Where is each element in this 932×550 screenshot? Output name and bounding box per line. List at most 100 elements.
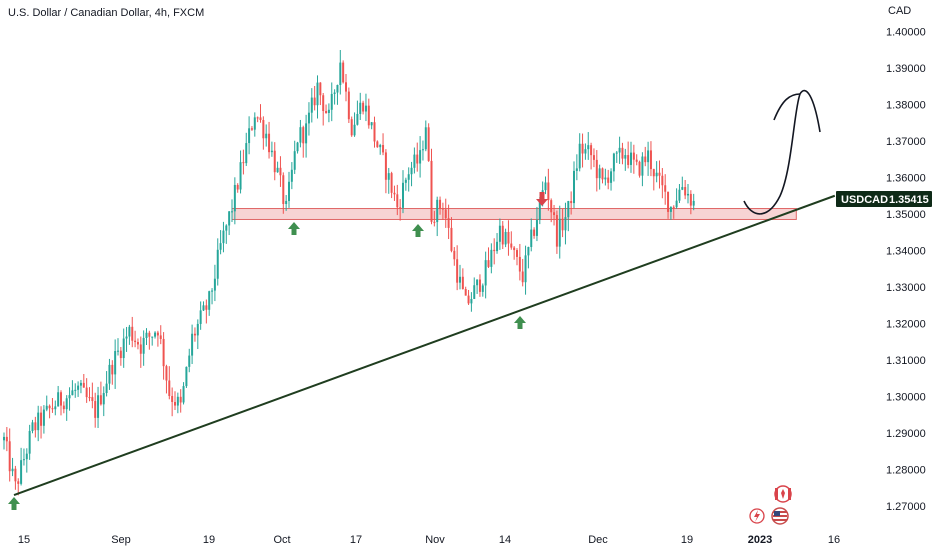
candle[interactable]	[88, 387, 91, 402]
x-axis[interactable]: 15 Sep 19 Oct 17 Nov 14 Dec 19 2023 16	[18, 534, 840, 546]
candle[interactable]	[635, 154, 638, 166]
candle[interactable]	[193, 327, 196, 342]
candle[interactable]	[501, 221, 504, 250]
candle[interactable]	[68, 387, 71, 411]
candle[interactable]	[174, 391, 176, 411]
candle[interactable]	[347, 87, 350, 124]
candle[interactable]	[11, 457, 14, 477]
candle[interactable]	[390, 171, 393, 199]
candle[interactable]	[330, 82, 333, 122]
candle[interactable]	[387, 167, 390, 194]
candle[interactable]	[156, 330, 159, 347]
candle[interactable]	[168, 366, 171, 400]
candle[interactable]	[282, 172, 285, 214]
up-arrow-marker[interactable]	[412, 224, 424, 237]
candle[interactable]	[590, 142, 593, 170]
candle[interactable]	[604, 168, 607, 186]
candle[interactable]	[265, 124, 268, 147]
candle[interactable]	[624, 148, 627, 171]
candle[interactable]	[154, 331, 157, 339]
candle[interactable]	[373, 116, 376, 148]
candle[interactable]	[316, 75, 319, 119]
candle[interactable]	[669, 206, 672, 220]
candle[interactable]	[513, 246, 516, 260]
candle[interactable]	[14, 465, 17, 490]
candle[interactable]	[273, 142, 276, 181]
candle[interactable]	[675, 188, 678, 209]
candle[interactable]	[82, 374, 85, 388]
candle[interactable]	[94, 392, 97, 428]
candle[interactable]	[436, 196, 439, 237]
up-arrow-marker[interactable]	[288, 222, 300, 235]
candle[interactable]	[37, 405, 40, 442]
candle[interactable]	[31, 419, 34, 434]
candle[interactable]	[288, 171, 290, 208]
candle[interactable]	[253, 112, 256, 137]
candle[interactable]	[481, 283, 484, 297]
candle[interactable]	[510, 231, 513, 250]
candle[interactable]	[40, 406, 43, 439]
lightning-icon[interactable]	[749, 508, 765, 524]
support-zone-rect[interactable]	[231, 208, 797, 220]
candle[interactable]	[404, 177, 407, 191]
candle[interactable]	[25, 448, 28, 473]
candle[interactable]	[402, 170, 404, 214]
candle[interactable]	[339, 50, 342, 95]
candle[interactable]	[45, 395, 48, 412]
candle[interactable]	[299, 119, 302, 148]
candle[interactable]	[28, 424, 31, 460]
candle[interactable]	[667, 191, 670, 219]
projected-path-left[interactable]	[773, 93, 801, 121]
y-axis[interactable]: 1.40000 1.39000 1.38000 1.37000 1.36000 1.350…	[886, 27, 926, 514]
candle[interactable]	[630, 141, 632, 173]
candle[interactable]	[527, 246, 530, 269]
candle[interactable]	[581, 133, 584, 168]
candle[interactable]	[553, 204, 556, 226]
candle[interactable]	[122, 328, 125, 368]
candle[interactable]	[578, 133, 581, 172]
candle[interactable]	[65, 395, 68, 421]
candle[interactable]	[490, 243, 493, 274]
candle[interactable]	[644, 146, 647, 167]
projection-path[interactable]	[743, 89, 821, 215]
candle[interactable]	[171, 387, 174, 417]
candle[interactable]	[185, 366, 188, 388]
candle[interactable]	[270, 141, 273, 157]
candle[interactable]	[162, 332, 165, 380]
candle[interactable]	[555, 210, 558, 254]
candle[interactable]	[293, 140, 296, 174]
candle[interactable]	[42, 405, 45, 434]
candle[interactable]	[419, 136, 422, 178]
candle[interactable]	[664, 174, 667, 205]
candle[interactable]	[433, 210, 436, 227]
projected-path[interactable]	[743, 89, 821, 215]
candle[interactable]	[610, 168, 613, 191]
candle[interactable]	[530, 218, 533, 252]
up-arrow-marker[interactable]	[8, 497, 20, 510]
candle[interactable]	[484, 251, 487, 299]
candle[interactable]	[496, 233, 499, 254]
candle[interactable]	[77, 381, 80, 397]
candle[interactable]	[547, 168, 550, 211]
candle[interactable]	[410, 161, 413, 187]
candle[interactable]	[487, 247, 490, 268]
candle[interactable]	[48, 404, 51, 419]
candle[interactable]	[54, 400, 57, 416]
candle[interactable]	[22, 448, 25, 466]
candle[interactable]	[231, 199, 233, 223]
candle[interactable]	[57, 385, 60, 407]
candle[interactable]	[439, 196, 442, 215]
candle[interactable]	[319, 82, 322, 106]
candle[interactable]	[652, 168, 655, 191]
candle[interactable]	[196, 319, 199, 350]
candle[interactable]	[108, 358, 111, 390]
candle[interactable]	[689, 190, 692, 215]
candle[interactable]	[535, 206, 538, 242]
candle[interactable]	[561, 209, 564, 238]
trendline[interactable]	[13, 194, 836, 496]
candle[interactable]	[687, 183, 689, 204]
candle[interactable]	[601, 167, 604, 184]
candle[interactable]	[382, 133, 385, 156]
candle[interactable]	[661, 168, 664, 199]
